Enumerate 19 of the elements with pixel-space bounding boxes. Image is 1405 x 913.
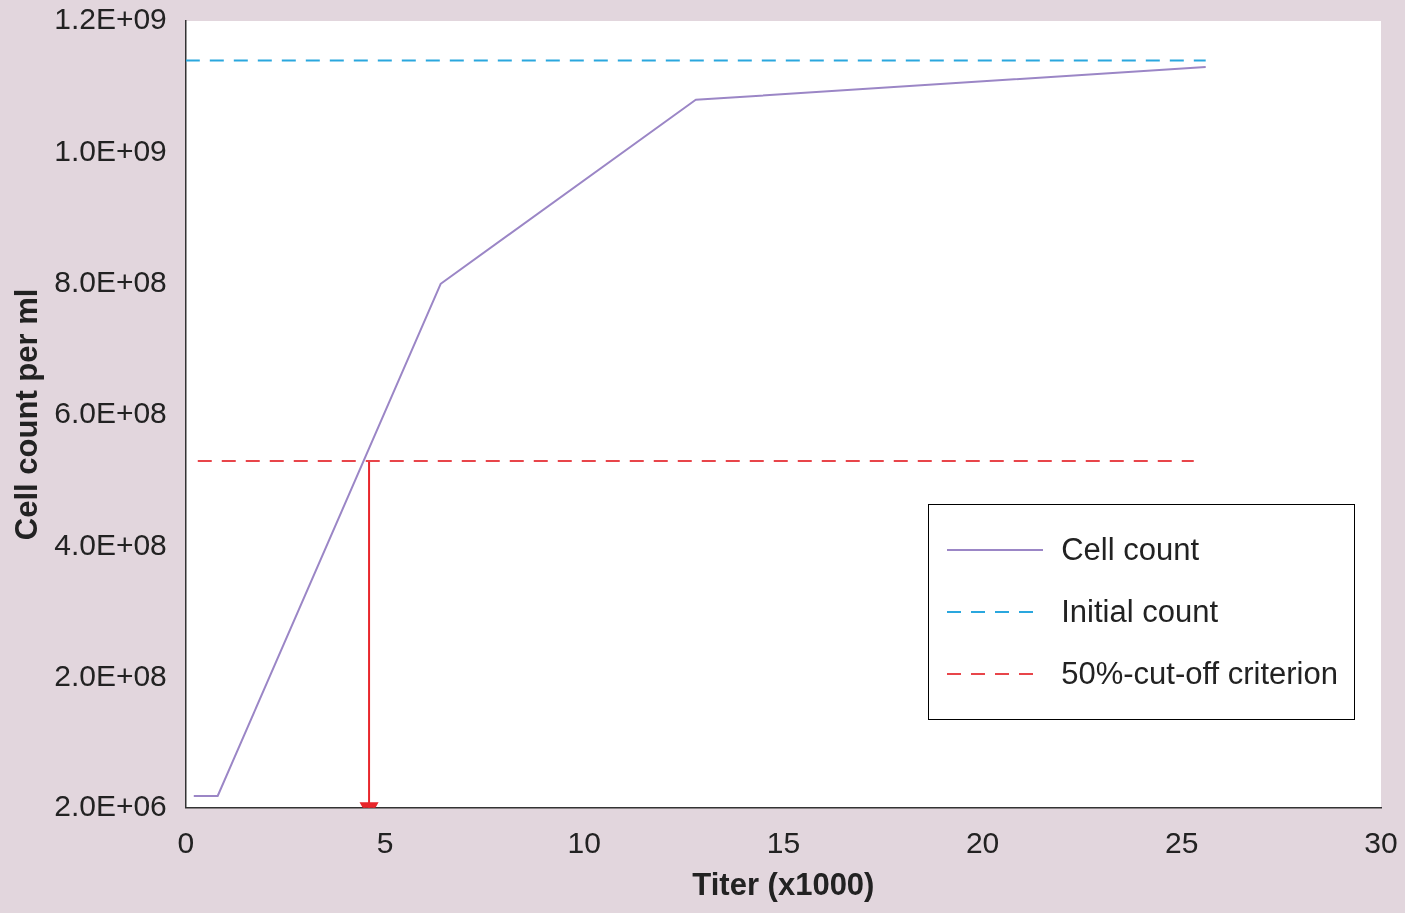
legend-label: Initial count <box>1061 594 1218 630</box>
y-tick-label: 1.2E+09 <box>54 2 167 36</box>
legend-label: 50%-cut-off criterion <box>1061 656 1338 692</box>
y-tick-label: 6.0E+08 <box>54 396 167 430</box>
y-tick-label: 8.0E+08 <box>54 264 167 298</box>
y-tick-label: 1.0E+09 <box>54 133 167 167</box>
y-tick-label: 2.0E+06 <box>54 789 167 823</box>
y-tick-label: 4.0E+08 <box>54 527 167 561</box>
x-tick-label: 30 <box>1364 826 1398 860</box>
legend-label: Cell count <box>1061 532 1200 568</box>
x-tick-label: 20 <box>965 826 1000 860</box>
y-axis-title: Cell count per ml <box>9 288 45 541</box>
x-tick-label: 5 <box>376 826 394 860</box>
x-tick-label: 25 <box>1165 826 1199 860</box>
y-tick-label: 2.0E+08 <box>54 659 167 693</box>
x-tick-label: 15 <box>766 826 801 860</box>
x-tick-label: 0 <box>177 826 195 860</box>
x-tick-label: 10 <box>567 826 601 860</box>
x-axis-title: Titer (x1000) <box>692 866 875 902</box>
